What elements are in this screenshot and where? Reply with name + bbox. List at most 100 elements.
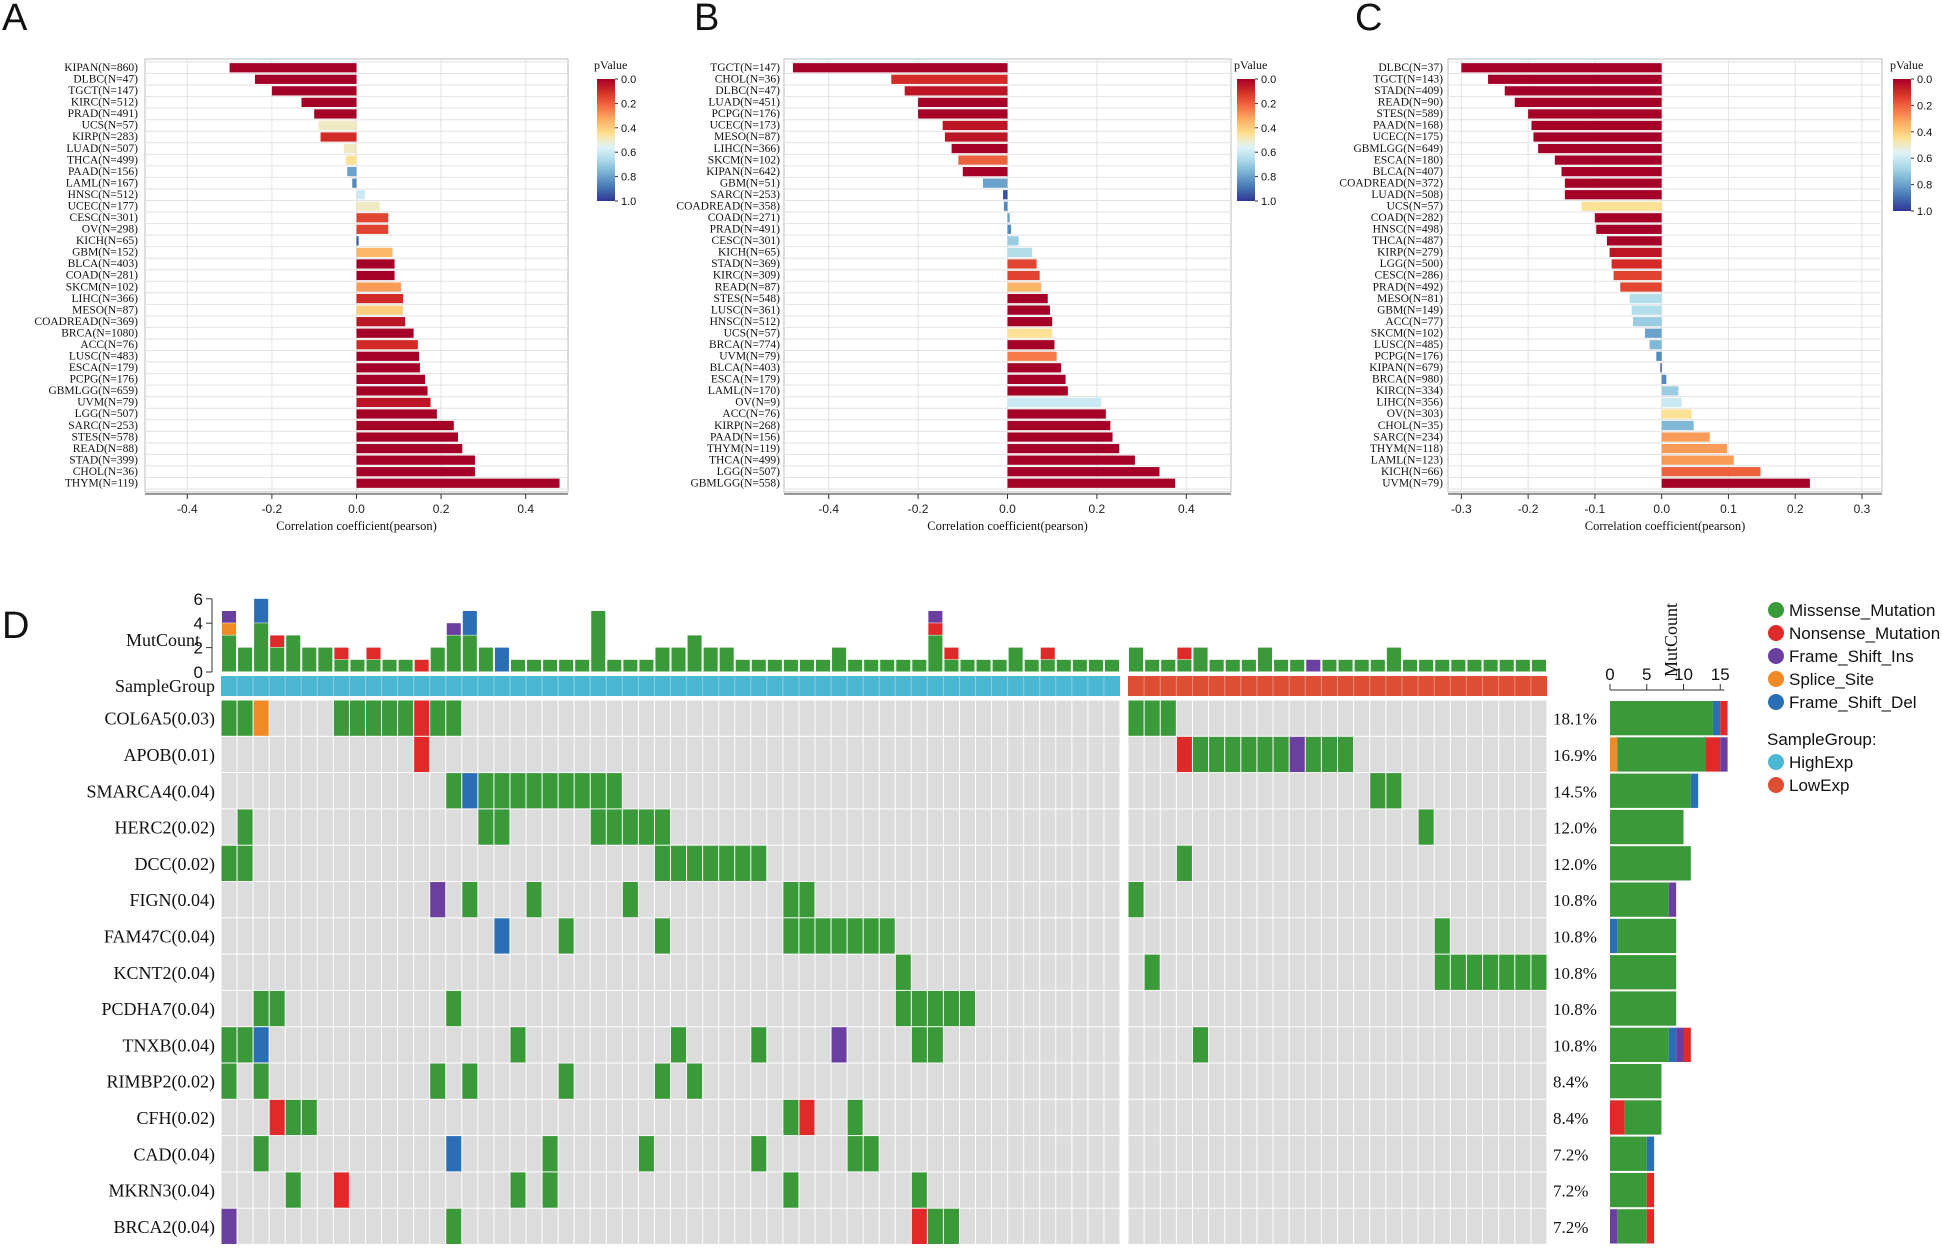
oncoplot-cell bbox=[767, 918, 783, 954]
oncoplot-cell bbox=[1305, 845, 1321, 881]
oncoplot-cell bbox=[767, 1136, 783, 1172]
oncoplot-cell bbox=[590, 700, 606, 736]
oncoplot-cell bbox=[1128, 882, 1144, 918]
oncoplot-cell bbox=[751, 1063, 767, 1099]
oncoplot-cell bbox=[1531, 882, 1547, 918]
oncoplot-cell bbox=[751, 918, 767, 954]
oncoplot-cell bbox=[1273, 736, 1289, 773]
oncoplot-cell bbox=[430, 954, 446, 990]
oncoplot-cell bbox=[703, 990, 719, 1027]
category-label: UCEC(N=173) bbox=[710, 120, 781, 132]
side-count-tick-label: 5 bbox=[1642, 665, 1651, 684]
category-label: STES(N=578) bbox=[71, 431, 138, 443]
oncoplot-cell bbox=[414, 954, 430, 990]
bar bbox=[343, 143, 357, 154]
bar bbox=[271, 86, 357, 96]
oncoplot-cell bbox=[606, 773, 622, 809]
oncoplot-cell bbox=[1241, 700, 1257, 736]
oncoplot-cell bbox=[382, 845, 398, 881]
legend-label: Frame_Shift_Ins bbox=[1789, 647, 1914, 666]
oncoplot-cell bbox=[703, 1027, 719, 1063]
category-label: GBM(N=152) bbox=[72, 247, 138, 259]
oncoplot-cell bbox=[1402, 882, 1418, 918]
oncoplot-cell bbox=[510, 1208, 526, 1244]
category-label: PCPG(N=176) bbox=[1375, 351, 1444, 363]
oncoplot-cell bbox=[1273, 954, 1289, 990]
oncoplot-cell bbox=[1354, 809, 1370, 845]
oncoplot-cell bbox=[1257, 1208, 1273, 1244]
oncoplot-cell bbox=[526, 1027, 542, 1063]
category-label: SKCM(N=102) bbox=[66, 281, 138, 293]
category-label: STAD(N=369) bbox=[711, 258, 780, 270]
bar bbox=[1594, 213, 1662, 223]
oncoplot-cell bbox=[927, 1172, 943, 1208]
oncoplot-cell bbox=[558, 736, 574, 773]
top-count-bar bbox=[1040, 647, 1055, 660]
oncoplot-cell bbox=[687, 1172, 703, 1208]
oncoplot-cell bbox=[783, 1027, 799, 1063]
oncoplot-cell bbox=[1024, 736, 1040, 773]
oncoplot-cell bbox=[349, 809, 365, 845]
oncoplot-cell bbox=[751, 1136, 767, 1172]
oncoplot-cell bbox=[767, 882, 783, 918]
oncoplot-cell bbox=[943, 809, 959, 845]
oncoplot-cell bbox=[1160, 1027, 1176, 1063]
oncoplot-cell bbox=[1418, 1136, 1434, 1172]
oncoplot-cell bbox=[301, 954, 317, 990]
bar bbox=[1644, 328, 1662, 338]
oncoplot-cell bbox=[349, 1208, 365, 1244]
oncoplot-cell bbox=[1104, 736, 1120, 773]
oncoplot-cell bbox=[1241, 1208, 1257, 1244]
oncoplot-cell bbox=[1144, 773, 1160, 809]
oncoplot-cell bbox=[253, 1208, 269, 1244]
oncoplot-cell bbox=[414, 773, 430, 809]
oncoplot-cell bbox=[1176, 918, 1192, 954]
oncoplot-cell bbox=[430, 1136, 446, 1172]
oncoplot-cell bbox=[687, 990, 703, 1027]
category-label: UVM(N=79) bbox=[77, 397, 138, 409]
oncoplot-cell bbox=[1040, 918, 1056, 954]
oncoplot-cell bbox=[767, 809, 783, 845]
x-tick-label: 0.4 bbox=[517, 502, 534, 516]
oncoplot-cell bbox=[1144, 1027, 1160, 1063]
oncoplot-cell bbox=[221, 1208, 237, 1244]
oncoplot-cell bbox=[1354, 882, 1370, 918]
gene-label: DCC(0.02) bbox=[135, 854, 216, 875]
bar bbox=[1007, 467, 1160, 477]
oncoplot-cell bbox=[767, 990, 783, 1027]
bar bbox=[356, 259, 395, 269]
side-count-bar bbox=[1646, 1172, 1655, 1208]
category-label: THCA(N=499) bbox=[709, 454, 780, 466]
x-tick-label: 0.4 bbox=[1178, 502, 1195, 516]
oncoplot-cell bbox=[1209, 1208, 1225, 1244]
oncoplot-cell bbox=[1056, 882, 1072, 918]
oncoplot-cell bbox=[863, 882, 879, 918]
category-label: KICH(N=65) bbox=[76, 235, 138, 247]
colorbar-tick-label: 0.2 bbox=[1917, 100, 1932, 112]
bar bbox=[1661, 478, 1810, 488]
oncoplot-cell bbox=[590, 736, 606, 773]
oncoplot-cell bbox=[237, 918, 253, 954]
oncoplot-cell bbox=[574, 954, 590, 990]
oncoplot-cell bbox=[365, 1208, 382, 1244]
oncoplot-cell bbox=[1483, 773, 1499, 809]
oncoplot-cell bbox=[703, 1063, 719, 1099]
oncoplot-cell bbox=[1515, 773, 1531, 809]
oncoplot-cell bbox=[494, 700, 510, 736]
side-count-bar bbox=[1610, 1136, 1647, 1171]
oncoplot-cell bbox=[1289, 809, 1305, 845]
oncoplot-cell bbox=[269, 736, 285, 773]
side-count-bar bbox=[1676, 1027, 1684, 1062]
bar bbox=[345, 155, 357, 165]
oncoplot-cell bbox=[542, 736, 558, 773]
side-count-bar bbox=[1610, 773, 1691, 808]
oncoplot-cell bbox=[911, 845, 927, 881]
category-label: KIRP(N=279) bbox=[1377, 247, 1443, 259]
oncoplot-cell bbox=[253, 1172, 269, 1208]
bar bbox=[1632, 317, 1662, 327]
oncoplot-cell bbox=[542, 1208, 558, 1244]
oncoplot-cell bbox=[1434, 1099, 1450, 1136]
oncoplot-cell bbox=[574, 736, 590, 773]
bar bbox=[1660, 363, 1662, 373]
oncoplot-cell bbox=[558, 918, 574, 954]
